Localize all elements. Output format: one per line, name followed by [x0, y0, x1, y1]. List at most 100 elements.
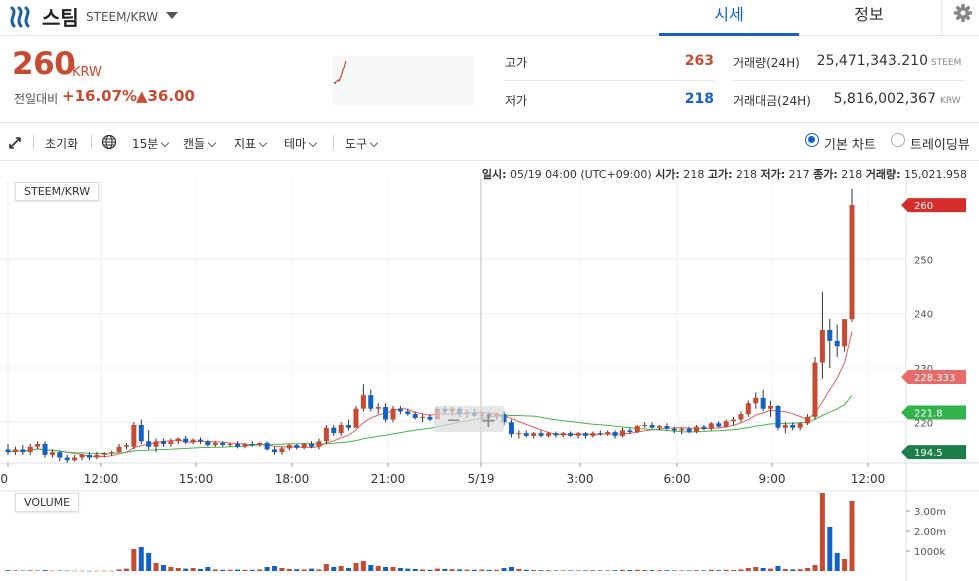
- volume-bar: [42, 570, 48, 571]
- candle: [523, 430, 529, 438]
- volume-bar: [412, 569, 418, 571]
- candle: [649, 422, 655, 429]
- x-tick-label: 15:00: [179, 472, 214, 486]
- volume-bar: [123, 568, 129, 571]
- candle-body: [294, 445, 300, 448]
- volume-bar: [642, 570, 648, 571]
- candle: [375, 403, 381, 415]
- reset-button[interactable]: 초기화: [45, 137, 79, 151]
- basic-chart-radio[interactable]: [805, 133, 819, 147]
- volume-bar: [420, 569, 426, 571]
- toolbar-divider: [33, 135, 34, 149]
- volume-bar: [590, 570, 596, 571]
- volume-bar: [516, 569, 522, 571]
- price-badges: 260 228.333 221.8 194.5: [901, 198, 966, 460]
- indicators-label: 지표: [234, 137, 257, 151]
- volume-bar: [197, 569, 203, 571]
- tab-quote[interactable]: 시세: [659, 0, 799, 36]
- candle-body: [605, 432, 611, 435]
- candle: [686, 426, 692, 434]
- candle: [590, 431, 596, 438]
- volume-bar: [545, 570, 551, 571]
- candle-body: [331, 427, 337, 434]
- candle: [235, 441, 241, 449]
- zoom-in-button[interactable]: +: [480, 408, 497, 432]
- basic-chart-label[interactable]: 기본 차트: [824, 138, 876, 153]
- tools-selector[interactable]: 도구: [345, 135, 379, 152]
- interval-selector[interactable]: 15분: [132, 135, 170, 152]
- candlestick-chart[interactable]: 00 12:00 15:00 18:00 21:00 5/19 3:00 6:00 9:00 12…: [0, 161, 979, 581]
- volume-bar: [375, 566, 381, 571]
- candle-body: [279, 448, 285, 453]
- expand-icon[interactable]: [8, 136, 22, 150]
- tab-info[interactable]: 정보: [854, 5, 884, 24]
- candle-body: [627, 430, 633, 433]
- globe-icon[interactable]: [101, 134, 117, 150]
- volume-bar: [723, 569, 729, 571]
- candle: [131, 422, 137, 450]
- volume-bar: [249, 569, 255, 571]
- coin-selector-chevron-down-icon[interactable]: [166, 12, 178, 19]
- candle: [745, 400, 751, 417]
- candle-body: [560, 433, 566, 436]
- candle: [168, 438, 174, 447]
- volume-bar: [309, 568, 315, 571]
- candle-body: [723, 421, 729, 427]
- candle: [619, 427, 625, 438]
- tradingview-label[interactable]: 트레이딩뷰: [910, 138, 970, 153]
- chart-type-selector[interactable]: 캔들: [183, 135, 217, 152]
- candle-body: [131, 424, 137, 447]
- candle: [5, 443, 11, 455]
- candle-body: [146, 441, 152, 447]
- candle: [671, 426, 677, 434]
- volume-bar: [286, 569, 292, 571]
- candle-body: [249, 443, 255, 446]
- candle-body: [79, 454, 85, 458]
- chevron-down-icon: [161, 138, 170, 148]
- x-tick-label: 3:00: [567, 472, 594, 486]
- candle-body: [368, 395, 374, 409]
- volume-bar: [64, 570, 70, 572]
- candle-body: [212, 442, 218, 446]
- low-value: 217: [788, 168, 810, 181]
- candle: [420, 414, 426, 423]
- candle-body: [57, 452, 63, 458]
- candle-body: [123, 445, 129, 447]
- candle: [190, 438, 196, 444]
- volume-bar: [242, 569, 248, 571]
- candle: [264, 441, 270, 451]
- x-tick-label: 21:00: [371, 472, 406, 486]
- volume-bar: [834, 553, 840, 571]
- candle: [116, 443, 122, 453]
- candle: [220, 441, 226, 447]
- indicators-selector[interactable]: 지표: [234, 135, 268, 152]
- candle: [827, 319, 833, 368]
- badge-shape: [901, 445, 966, 460]
- candle-body: [197, 439, 203, 442]
- candle-body: [286, 445, 292, 449]
- low-label: 저가:: [760, 168, 786, 181]
- chart-area[interactable]: 00 12:00 15:00 18:00 21:00 5/19 3:00 6:00 9:00 12…: [0, 161, 979, 581]
- candle: [627, 427, 633, 435]
- candle-body: [849, 205, 855, 320]
- candle-body: [819, 329, 825, 363]
- candle-body: [812, 362, 818, 417]
- tools-label: 도구: [345, 137, 368, 151]
- candle-body: [264, 442, 270, 450]
- volume-bar: [449, 569, 455, 571]
- settings-button[interactable]: [941, 0, 979, 36]
- theme-selector[interactable]: 테마: [284, 135, 318, 152]
- candle-body: [20, 449, 26, 453]
- volume-bar: [160, 565, 166, 571]
- candle-body: [797, 423, 803, 428]
- candle-body: [5, 449, 11, 453]
- candle: [664, 423, 670, 431]
- tradingview-radio[interactable]: [891, 133, 905, 147]
- y-tick-label: 220: [914, 418, 933, 429]
- candle: [79, 453, 85, 461]
- volume-bar: [797, 569, 803, 571]
- zoom-out-button[interactable]: −: [446, 410, 462, 431]
- price-unit: KRW: [72, 65, 102, 80]
- candle: [582, 432, 588, 439]
